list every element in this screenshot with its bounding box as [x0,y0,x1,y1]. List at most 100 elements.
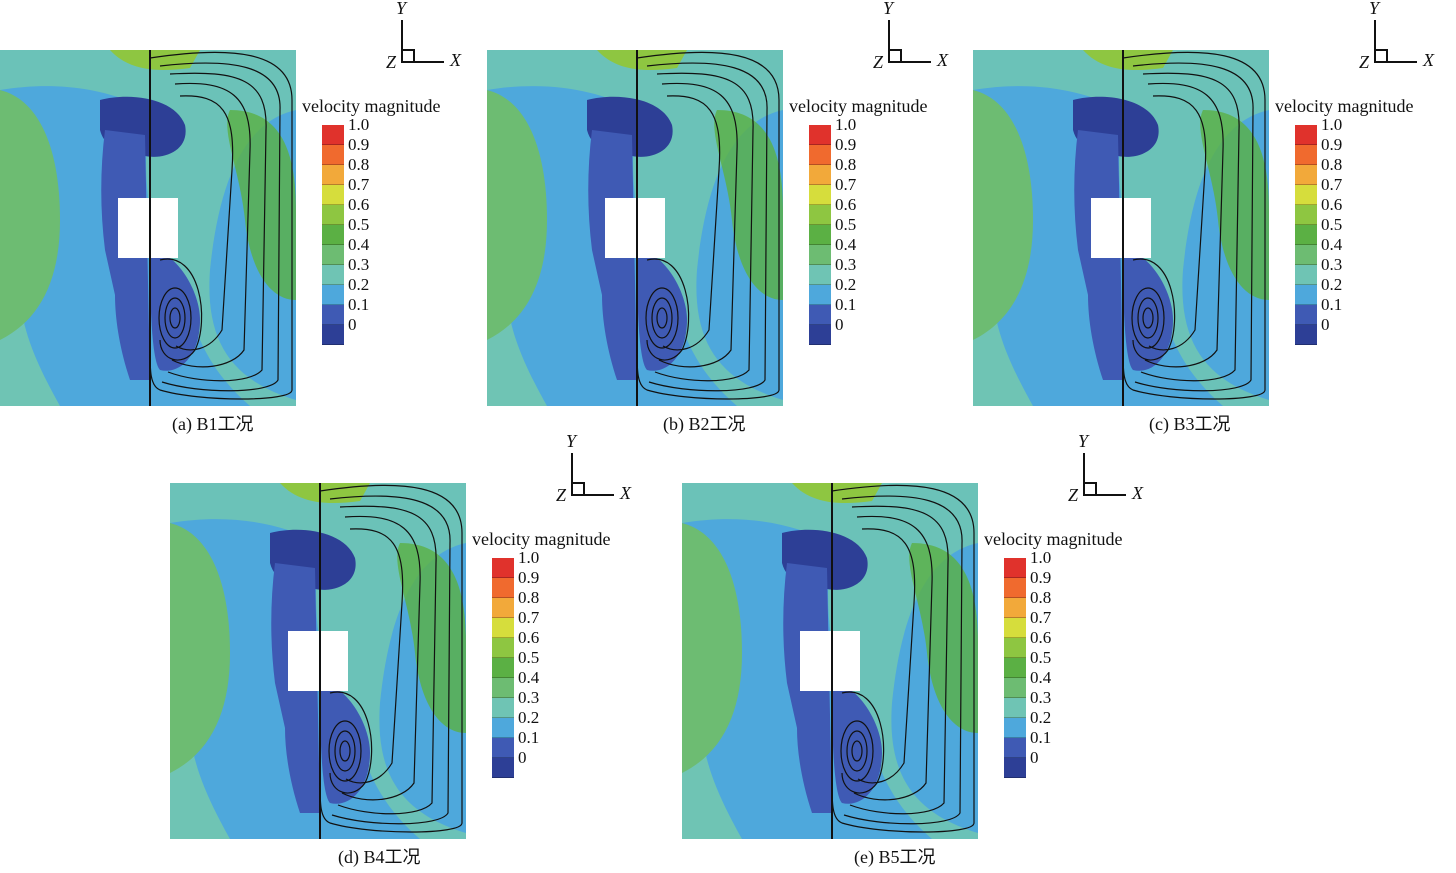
legend-tick-label: 0.1 [348,295,370,314]
legend-tick-label: 0.8 [348,155,370,174]
panel-caption: (d) B4工况 [338,847,421,867]
velocity-contour-plot [973,50,1269,406]
legend-swatch [809,305,831,325]
legend-tick-label: 0.4 [1030,668,1052,687]
legend-swatch [1295,145,1317,165]
legend-tick-label: 1.0 [835,115,857,134]
legend-swatch [322,285,344,305]
axis-triad: Y X Z [869,0,959,72]
axis-triad-icon [571,453,614,496]
panel-caption: (a) B1工况 [172,414,254,434]
legend-swatch [1004,578,1026,598]
legend-tick-label: 0.7 [1321,175,1343,194]
legend-tick-label: 0.9 [518,568,540,587]
axis-triad: Y X Z [1064,431,1154,505]
legend-tick-label: 0.9 [1030,568,1052,587]
velocity-legend: velocity magnitude 1.0 0.9 0.8 0.7 0.6 0.5 0.4… [302,96,482,347]
legend-swatch [1295,165,1317,185]
velocity-legend: velocity magnitude 1.0 0.9 0.8 0.7 0.6 0.5 0.4… [789,96,969,347]
legend-swatch [322,205,344,225]
contour-svg [487,50,783,406]
legend-swatch [809,225,831,245]
legend-swatch [1004,658,1026,678]
legend-swatch [809,185,831,205]
legend-swatch [1004,558,1026,578]
legend-tick-label: 0.8 [835,155,857,174]
legend-swatch [322,245,344,265]
axis-x-label: X [450,50,461,70]
legend-tick-label: 0.6 [1030,628,1052,647]
velocity-legend: velocity magnitude 1.0 0.9 0.8 0.7 0.6 0.5 0.4… [472,529,652,780]
axis-triad-icon [1374,20,1417,63]
legend-tick-label: 0.4 [835,235,857,254]
axis-z-label: Z [873,52,884,72]
legend-tick-label: 0.5 [348,215,370,234]
legend-swatch [1295,265,1317,285]
legend-tick-label: 0 [348,315,357,334]
legend-swatch [1004,738,1026,758]
legend-tick-label: 0.2 [1321,275,1343,294]
legend-tick-label: 0.2 [835,275,857,294]
axis-triad-icon [888,20,931,63]
legend-swatch [1004,698,1026,718]
velocity-contour-plot [487,50,783,406]
legend-ticks: 1.0 0.9 0.8 0.7 0.6 0.5 0.4 0.3 0.2 0.1 0 [835,115,856,335]
legend-swatch [1295,245,1317,265]
legend-tick-label: 0.2 [518,708,540,727]
axis-triad: Y X Z [1355,0,1445,72]
contour-panel-1: Y X Z velocity magnitude 1.0 0.9 0.8 0.7 0.6… [0,0,480,440]
legend-swatch [322,145,344,165]
legend-swatch [1295,185,1317,205]
legend-color-bar [1004,558,1026,778]
legend-swatch [1004,598,1026,618]
legend-swatch [1004,718,1026,738]
legend-swatch [492,578,514,598]
legend-tick-label: 0.3 [1321,255,1343,274]
axis-y-label: Y [1369,0,1380,18]
axis-y-label: Y [883,0,894,18]
legend-swatch [492,678,514,698]
legend-tick-label: 0.9 [835,135,857,154]
legend-swatch [322,305,344,325]
legend-swatch [809,325,831,345]
panel-caption: (c) B3工况 [1149,414,1231,434]
legend-swatch [1295,285,1317,305]
legend-tick-label: 0.5 [835,215,857,234]
legend-swatch [492,638,514,658]
legend-ticks: 1.0 0.9 0.8 0.7 0.6 0.5 0.4 0.3 0.2 0.1 0 [1321,115,1342,335]
contour-svg [973,50,1269,406]
legend-tick-label: 0.7 [835,175,857,194]
legend-tick-label: 0.1 [1321,295,1343,314]
axis-x-label: X [620,483,631,503]
velocity-legend: velocity magnitude 1.0 0.9 0.8 0.7 0.6 0.5 0.4… [984,529,1164,780]
legend-swatch [492,698,514,718]
legend-tick-label: 0.8 [1321,155,1343,174]
legend-color-bar [1295,125,1317,345]
axis-triad-icon [401,20,444,63]
legend-swatch [809,205,831,225]
velocity-legend: velocity magnitude 1.0 0.9 0.8 0.7 0.6 0.5 0.4… [1275,96,1455,347]
legend-tick-label: 0.5 [1321,215,1343,234]
legend-swatch [1295,205,1317,225]
contour-panel-4: Y X Z velocity magnitude 1.0 0.9 0.8 0.7 0.6… [170,431,652,873]
legend-title: velocity magnitude [302,96,441,116]
legend-tick-label: 0.5 [518,648,540,667]
legend-swatch [492,658,514,678]
legend-tick-label: 0.8 [1030,588,1052,607]
velocity-contour-plot [0,50,296,406]
contour-svg [170,483,466,839]
legend-swatch [809,285,831,305]
axis-x-label: X [1423,50,1434,70]
legend-swatch [492,738,514,758]
legend-tick-label: 0 [1321,315,1330,334]
legend-tick-label: 0.2 [1030,708,1052,727]
legend-tick-label: 0.3 [348,255,370,274]
legend-swatch [1004,758,1026,778]
legend-title: velocity magnitude [1275,96,1414,116]
legend-tick-label: 0.3 [1030,688,1052,707]
legend-swatch [1004,618,1026,638]
contour-panel-3: Y X Z velocity magnitude 1.0 0.9 0.8 0.7 0.6… [973,0,1453,440]
legend-swatch [492,718,514,738]
contour-panel-2: Y X Z velocity magnitude 1.0 0.9 0.8 0.7 0.6… [487,0,967,440]
legend-swatch [322,125,344,145]
